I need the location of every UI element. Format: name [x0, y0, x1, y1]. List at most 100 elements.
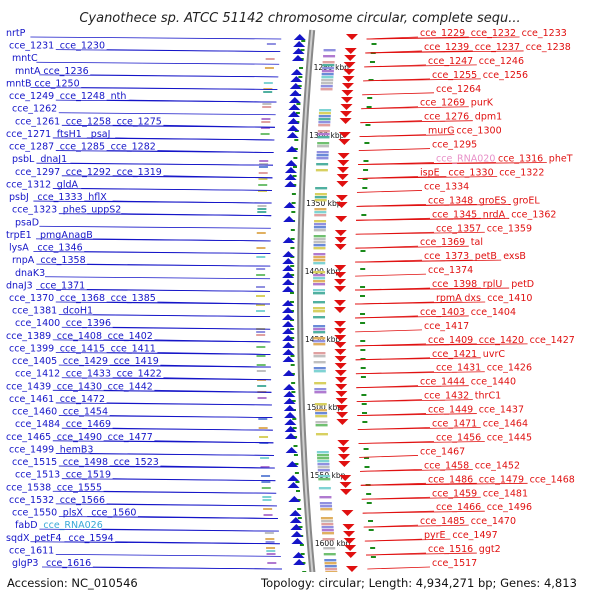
right-gene-label: cce_1432 [424, 391, 469, 402]
minus-strand-gene-arrow [282, 258, 295, 264]
left-gene-label: nrtP [6, 28, 26, 39]
accession-text: Accession: NC_010546 [7, 576, 138, 590]
feature-bar [321, 73, 334, 76]
minus-strand-gene-arrow [288, 104, 301, 110]
feature-bar [318, 475, 331, 478]
right-gene-label: nrdA [483, 209, 506, 220]
gc-tick [362, 187, 368, 189]
minus-strand-gene-arrow [287, 475, 300, 481]
feature-bar [322, 538, 335, 541]
right-callout-line [355, 259, 502, 263]
right-gene-label: pyrE [424, 530, 446, 541]
right-gene-label: cce_1276 [424, 112, 469, 123]
left-gene-label: cce_1490 [57, 432, 102, 443]
left-callout-line [154, 339, 271, 343]
gc-tick [366, 502, 372, 504]
right-gene-label: pheT [549, 154, 573, 165]
feature-bar [263, 514, 273, 516]
map-title: Cyanothece sp. ATCC 51142 chromosome cir… [79, 11, 520, 26]
gc-tick [290, 229, 295, 231]
right-callout-line [360, 482, 528, 486]
right-gene-label: cce_1497 [452, 530, 497, 541]
right-gene-label: groES [479, 195, 507, 206]
left-callout-line [112, 200, 272, 204]
gc-tick [292, 427, 297, 429]
feature-bar [257, 190, 267, 192]
left-callout-line [157, 301, 271, 305]
right-gene-label: cce_1229 [420, 28, 465, 39]
left-gene-label: cce_1433 [66, 369, 111, 380]
scale-tick-label: 1450 kbp [305, 335, 341, 344]
plus-strand-gene-arrow [334, 349, 347, 355]
left-gene-label: cce_1323 [12, 205, 57, 216]
gene-labels: nrtP cce_1231 cce_1230 mntC mntA cce_1236 mntB… [6, 28, 575, 569]
left-gene-label: cce_1477 [108, 432, 153, 443]
minus-strand-gene-arrow [284, 167, 297, 173]
feature-bar [318, 115, 331, 118]
right-gene-label: cce_1322 [499, 167, 544, 178]
feature-bar [317, 469, 330, 472]
right-gene-label: cce_1403 [420, 307, 465, 318]
feature-bar [313, 370, 326, 373]
feature-bar [313, 289, 326, 292]
right-gene-label: cce_1496 [487, 502, 532, 513]
right-callout-line [359, 455, 419, 458]
right-callout-line [367, 566, 431, 570]
feature-bar [315, 421, 328, 424]
left-gene-label: cce_1523 [114, 457, 159, 468]
left-gene-label: cce_1412 [15, 369, 60, 380]
gc-tick [291, 391, 296, 393]
gc-tick [291, 211, 296, 213]
scale-tick-label: 1350 kbp [306, 199, 342, 208]
left-callout-line [84, 251, 271, 254]
plus-strand-gene-arrow [344, 55, 357, 61]
left-gene-label: petF4 [34, 533, 61, 544]
right-gene-label: cce_1359 [487, 223, 532, 234]
right-callout-line [359, 468, 473, 472]
feature-bar [256, 331, 266, 333]
right-gene-label: cce_1456 [436, 432, 481, 443]
feature-bar [256, 310, 266, 312]
left-gene-label: cce_1472 [60, 394, 105, 405]
right-gene-label: rpmA [436, 293, 462, 304]
feature-bar [256, 346, 266, 348]
left-gene-label: cce_1555 [57, 482, 102, 493]
left-callout-line [81, 188, 272, 191]
gc-tick [360, 286, 366, 288]
plus-strand-gene-arrow [344, 552, 357, 558]
left-gene-label: cce_1231 [9, 41, 54, 52]
minus-strand-gene-arrow [286, 461, 299, 467]
scale-tick-label: 1300 kbp [309, 131, 345, 140]
plus-strand-gene-arrow [336, 419, 349, 425]
feature-bar [324, 559, 337, 562]
minus-strand-gene-arrow [284, 412, 297, 418]
left-callout-line [115, 137, 275, 141]
feature-bar [313, 241, 326, 244]
left-gene-label: cce_1439 [6, 381, 51, 392]
feature-bar [319, 502, 332, 505]
feature-bar [313, 235, 326, 238]
plus-strand-gene-arrow [334, 335, 347, 341]
feature-bar [313, 340, 326, 343]
left-gene-label: cce_1358 [40, 255, 85, 266]
feature-bar [320, 88, 333, 91]
feature-bar [260, 127, 270, 129]
left-gene-label: sqdX [6, 533, 30, 544]
right-callout-line [355, 287, 510, 291]
right-gene-label: cce_1466 [436, 502, 481, 513]
feature-bar [317, 457, 330, 460]
left-gene-label: cce_1461 [9, 394, 54, 405]
feature-bar [258, 184, 268, 186]
right-callout-line [362, 510, 485, 514]
feature-bar [313, 367, 326, 370]
gc-tick [361, 403, 367, 405]
gc-tick [370, 547, 376, 549]
minus-strand-gene-arrow [293, 34, 306, 40]
gc-tick [368, 520, 374, 522]
minus-strand-gene-arrow [293, 559, 306, 565]
plus-strand-gene-arrow [335, 405, 348, 411]
left-gene-label: cce_1519 [66, 470, 111, 481]
left-gene-label: cce_1333 [37, 192, 82, 203]
left-callout-line [163, 175, 273, 179]
feature-bar [261, 118, 271, 120]
